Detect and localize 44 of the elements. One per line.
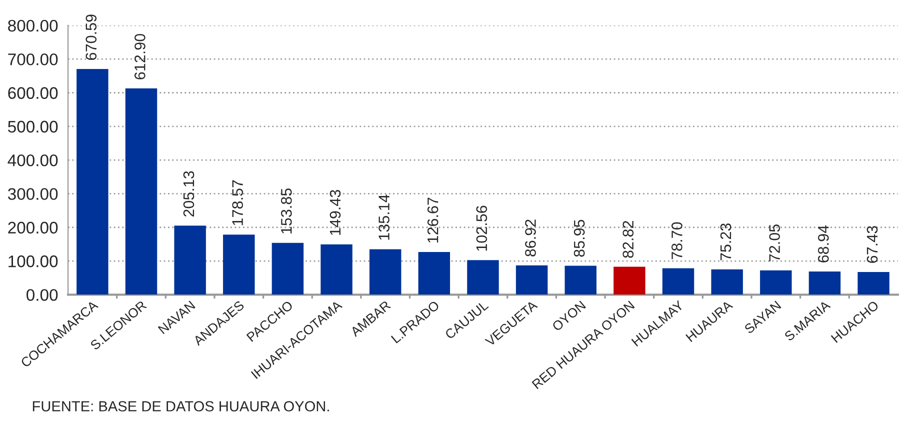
y-tick-label: 200.00 xyxy=(8,222,58,234)
y-tick-label: 500.00 xyxy=(8,120,58,133)
y-tick-label: 300.00 xyxy=(8,188,58,200)
y-tick-label: 0.00 xyxy=(26,289,58,301)
bar xyxy=(711,269,743,295)
bar xyxy=(858,272,890,295)
bar xyxy=(516,265,548,295)
bar xyxy=(467,260,499,295)
data-label: 612.90 xyxy=(134,34,146,80)
bar xyxy=(76,68,108,295)
data-label: 86.92 xyxy=(525,220,536,256)
bar xyxy=(564,266,596,295)
data-label: 126.67 xyxy=(427,198,438,243)
bar xyxy=(808,271,841,295)
data-label: 82.82 xyxy=(622,221,634,258)
bar xyxy=(614,266,646,295)
y-tick-label: 800.00 xyxy=(8,20,58,32)
data-label: 102.56 xyxy=(476,206,488,251)
data-label: 205.13 xyxy=(183,171,194,217)
bar xyxy=(320,244,352,295)
bar xyxy=(174,226,206,295)
data-label: 67.43 xyxy=(866,226,878,263)
data-label: 75.23 xyxy=(720,223,732,260)
y-tick-label: 700.00 xyxy=(8,53,58,66)
data-label: 85.95 xyxy=(574,220,585,257)
bar xyxy=(418,252,450,295)
data-label: 178.57 xyxy=(232,180,243,226)
bar xyxy=(125,88,158,295)
bar xyxy=(760,270,792,295)
data-label: 153.85 xyxy=(280,188,292,234)
bar xyxy=(272,242,304,295)
data-label: 68.94 xyxy=(818,225,829,262)
source-note: FUENTE: BASE DE DATOS HUAURA OYON. xyxy=(32,401,329,412)
data-label: 135.14 xyxy=(378,194,390,240)
bar xyxy=(662,268,694,295)
data-label: 78.70 xyxy=(672,222,682,260)
data-label: 72.05 xyxy=(769,224,780,262)
y-tick-label: 100.00 xyxy=(8,255,58,268)
data-label: 149.43 xyxy=(330,190,341,235)
y-tick-label: 600.00 xyxy=(8,87,58,99)
y-tick-label: 400.00 xyxy=(8,154,58,166)
bar xyxy=(223,234,255,295)
bar xyxy=(369,249,402,295)
data-label: 670.59 xyxy=(86,14,97,60)
